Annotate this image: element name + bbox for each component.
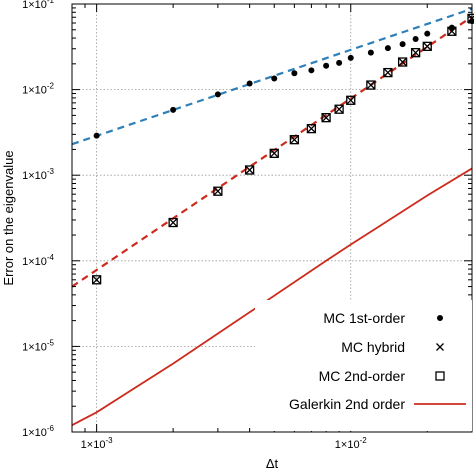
data-point (346, 96, 355, 105)
legend-label: MC 2nd-order (319, 368, 406, 384)
data-point (424, 30, 431, 37)
x-axis-title: Δt (266, 456, 279, 471)
legend-label: MC 1st-order (323, 310, 405, 326)
y-tick-label: 1×10-1 (22, 0, 54, 11)
data-point (246, 80, 253, 87)
y-tick-label: 1×10-2 (22, 82, 54, 97)
data-point (412, 36, 419, 43)
y-tick-label: 1×10-4 (22, 253, 54, 268)
plot-frame (71, 3, 473, 433)
grid-lines (72, 4, 472, 432)
data-point (383, 68, 392, 77)
data-point (306, 123, 317, 134)
data-point (92, 275, 101, 284)
data-point (347, 54, 354, 61)
data-point (168, 217, 178, 228)
data-point (269, 148, 279, 158)
data-point (322, 113, 331, 122)
data-point (336, 59, 343, 66)
data-point (170, 106, 177, 113)
data-point (398, 58, 407, 66)
data-point (93, 132, 100, 139)
y-axis-title: Error on the eigenvalue (1, 150, 16, 285)
data-point (423, 42, 432, 51)
series-mc-hybrid (92, 14, 474, 284)
series-galerkin-2nd-order (72, 167, 472, 426)
data-point (213, 187, 222, 196)
legend: MC 1st-order MC hybrid MC 2nd-order Galerki… (255, 300, 472, 431)
legend-swatch (437, 315, 443, 321)
y-tick-label: 1×10-5 (22, 338, 54, 353)
series-mc-1st-order (93, 18, 474, 139)
data-point (366, 80, 376, 90)
data-point (410, 48, 421, 58)
data-point (335, 105, 344, 114)
legend-label: MC hybrid (341, 339, 405, 355)
data-series (72, 13, 474, 426)
data-point (367, 49, 374, 56)
x-tick-label: 1×10-3 (81, 436, 113, 451)
data-point (346, 95, 356, 105)
data-point (245, 166, 254, 174)
fit-line (72, 7, 472, 146)
data-point (399, 41, 406, 48)
legend-swatch (436, 343, 444, 351)
legend-swatch (435, 371, 445, 381)
y-tick-label: 1×10-3 (22, 167, 54, 182)
data-point (321, 113, 331, 123)
data-point (411, 48, 420, 57)
legend-background (255, 300, 472, 431)
data-point (422, 41, 432, 52)
data-point (169, 218, 178, 227)
data-point (447, 26, 457, 36)
series-line (72, 167, 472, 426)
data-point (291, 70, 298, 77)
data-point (397, 57, 408, 67)
data-point (290, 135, 299, 144)
data-point (214, 91, 221, 98)
data-point (307, 124, 316, 133)
legend-label: Galerkin 2nd order (289, 396, 405, 412)
x-tick-label: 1×10-2 (335, 436, 367, 451)
data-point (270, 149, 279, 158)
data-point (447, 27, 456, 36)
data-point (334, 104, 344, 114)
y-tick-label: 1×10-6 (22, 424, 54, 439)
data-point (213, 186, 223, 196)
data-point (244, 165, 255, 175)
data-point (384, 45, 391, 52)
data-point (271, 75, 278, 82)
data-point (366, 81, 375, 90)
data-point (383, 67, 393, 78)
data-point (289, 135, 300, 145)
data-point (91, 275, 102, 285)
data-point (323, 62, 330, 69)
series-mc-2nd-order (91, 13, 474, 285)
data-point (308, 67, 315, 74)
